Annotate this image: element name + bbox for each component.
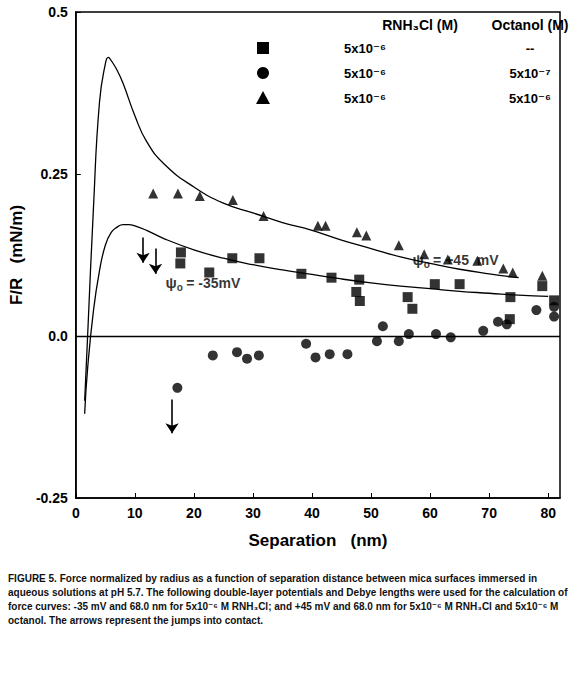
- svg-text:0.25: 0.25: [41, 166, 68, 182]
- svg-text:Octanol (M): Octanol (M): [492, 17, 569, 33]
- svg-text:5x10⁻⁶: 5x10⁻⁶: [509, 91, 551, 106]
- svg-text:o: o: [176, 281, 183, 293]
- svg-text:RNH₃Cl (M): RNH₃Cl (M): [382, 17, 458, 33]
- svg-text:40: 40: [304, 505, 320, 521]
- svg-text:5x10⁻⁶: 5x10⁻⁶: [344, 41, 386, 56]
- svg-text:= -35mV: = -35mV: [186, 275, 241, 291]
- svg-text:-0.25: -0.25: [36, 490, 68, 506]
- svg-text:5x10⁻⁶: 5x10⁻⁶: [344, 91, 386, 106]
- svg-text:--: --: [526, 41, 535, 56]
- svg-text:F/R (mN/m): F/R (mN/m): [7, 205, 26, 305]
- html-text:FIGURE 5. Force normalized by: FIGURE 5. Force normalized by radius as …: [8, 573, 568, 626]
- html-text:ψo: ψo: [412, 251, 430, 270]
- svg-text:= +45 mV: = +45 mV: [433, 252, 499, 268]
- svg-text:0: 0: [72, 505, 80, 521]
- svg-text:10: 10: [127, 505, 143, 521]
- svg-text:5x10⁻⁶: 5x10⁻⁶: [344, 66, 386, 81]
- svg-text:0.5: 0.5: [48, 4, 68, 20]
- svg-text:80: 80: [540, 505, 556, 521]
- svg-text:5x10⁻⁷: 5x10⁻⁷: [509, 66, 550, 81]
- svg-text:60: 60: [422, 505, 438, 521]
- svg-text:20: 20: [186, 505, 202, 521]
- svg-text:30: 30: [245, 505, 261, 521]
- svg-text:70: 70: [481, 505, 497, 521]
- svg-text:50: 50: [363, 505, 379, 521]
- svg-text:Separation (nm): Separation (nm): [248, 531, 387, 550]
- svg-text:ψ: ψ: [166, 274, 177, 291]
- svg-text:0.0: 0.0: [48, 328, 68, 344]
